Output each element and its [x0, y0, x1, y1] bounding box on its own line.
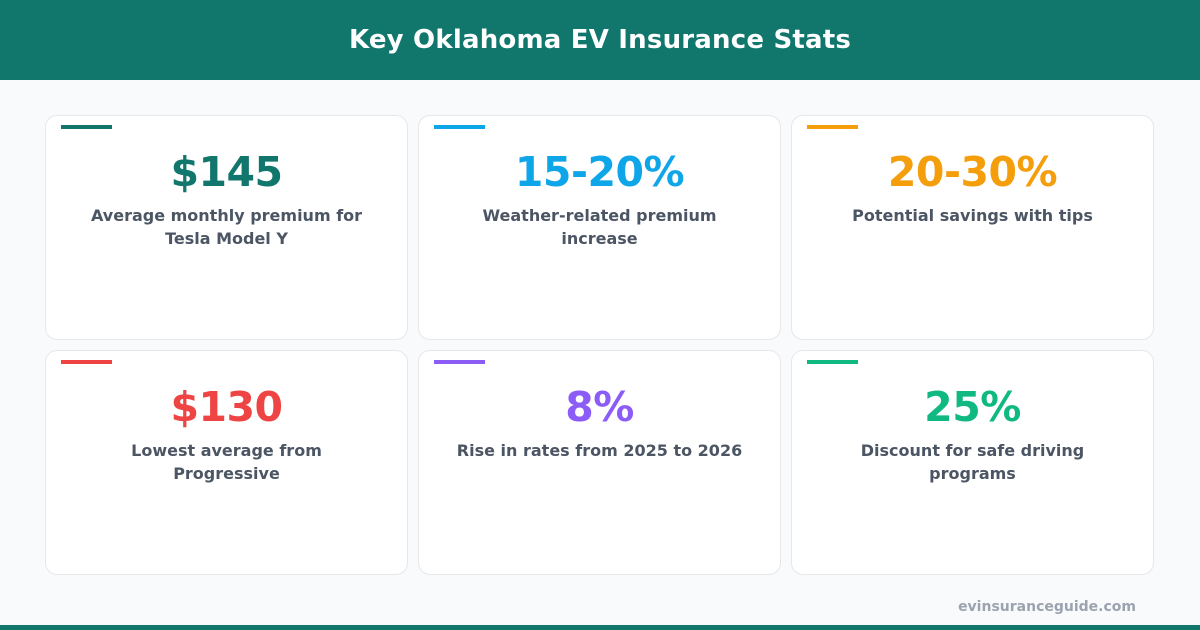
- stat-description: Rise in rates from 2025 to 2026: [456, 441, 743, 460]
- site-credit: evinsuranceguide.com: [958, 599, 1136, 615]
- stat-description: Potential savings with tips: [852, 206, 1093, 225]
- stat-card: 15-20% Weather-related premium increase: [418, 115, 781, 340]
- stat-description: Average monthly premium for Tesla Model …: [90, 206, 363, 248]
- stat-value: 25%: [924, 383, 1021, 431]
- stat-card: 25% Discount for safe driving programs: [791, 350, 1154, 575]
- accent-bar: [434, 125, 485, 129]
- page-title: Key Oklahoma EV Insurance Stats: [348, 25, 852, 55]
- stat-value: $130: [170, 383, 283, 431]
- bottom-bar: [0, 625, 1200, 630]
- header-banner: Key Oklahoma EV Insurance Stats: [0, 0, 1200, 80]
- stat-description: Lowest average from Progressive: [131, 441, 322, 483]
- accent-bar: [807, 360, 858, 364]
- stat-card: $145 Average monthly premium for Tesla Mo…: [45, 115, 408, 340]
- accent-bar: [61, 360, 112, 364]
- stat-value: 20-30%: [887, 148, 1058, 196]
- stat-value: $145: [170, 148, 283, 196]
- stat-value: 8%: [565, 383, 634, 431]
- stats-grid: $145 Average monthly premium for Tesla Mo…: [45, 115, 1154, 575]
- stat-card: 8% Rise in rates from 2025 to 2026: [418, 350, 781, 575]
- stat-description: Discount for safe driving programs: [860, 441, 1085, 483]
- stat-card: $130 Lowest average from Progressive: [45, 350, 408, 575]
- stat-card: 20-30% Potential savings with tips: [791, 115, 1154, 340]
- stat-description: Weather-related premium increase: [482, 206, 717, 248]
- accent-bar: [807, 125, 858, 129]
- accent-bar: [61, 125, 112, 129]
- accent-bar: [434, 360, 485, 364]
- stat-value: 15-20%: [514, 148, 685, 196]
